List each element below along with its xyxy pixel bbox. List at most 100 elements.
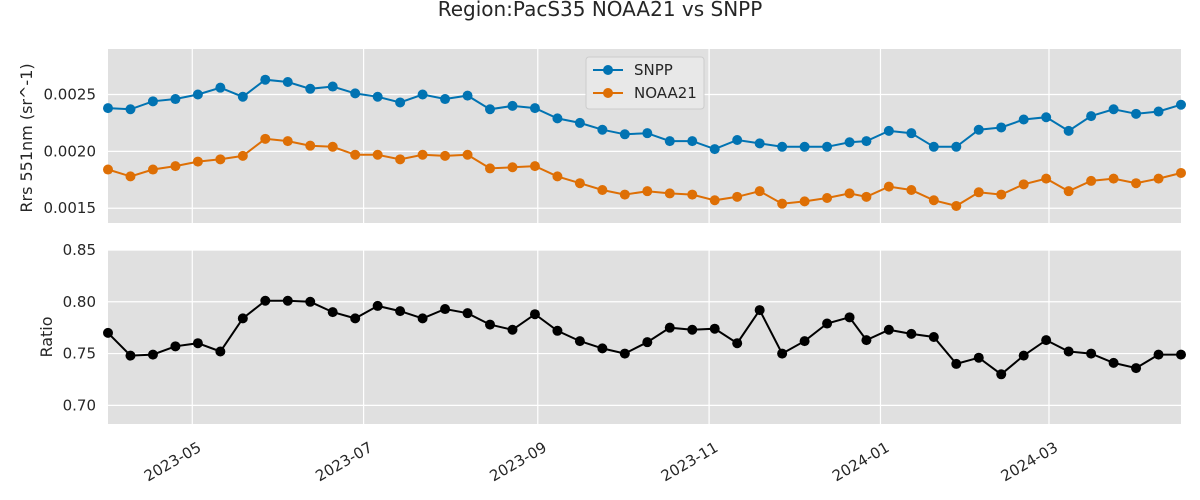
data-point — [552, 171, 563, 182]
data-point — [350, 88, 361, 99]
data-point — [395, 306, 406, 317]
data-point — [260, 295, 271, 306]
legend-noaa21-label: NOAA21 — [634, 84, 697, 102]
x-tick-label: 2023-09 — [486, 438, 549, 485]
data-point — [215, 154, 226, 165]
data-point — [861, 136, 872, 147]
x-tick-label: 2023-07 — [312, 438, 375, 485]
x-tick-label: 2024-01 — [829, 438, 892, 485]
data-point — [529, 103, 540, 114]
bottom-plot-area — [108, 250, 1181, 424]
data-point — [440, 304, 451, 315]
data-point — [799, 336, 810, 347]
data-point — [822, 318, 833, 329]
data-point — [327, 81, 338, 92]
y-tick-label: 0.0025 — [44, 85, 97, 103]
data-point — [1176, 99, 1186, 110]
data-point — [215, 82, 226, 93]
legend-noaa21-marker — [603, 88, 613, 98]
data-point — [996, 122, 1007, 133]
data-point — [1063, 346, 1074, 357]
data-point — [906, 185, 917, 196]
data-point — [1063, 125, 1074, 136]
data-point — [192, 156, 203, 167]
data-point — [732, 338, 743, 349]
data-point — [1018, 179, 1029, 190]
data-point — [260, 74, 271, 85]
legend-snpp-label: SNPP — [634, 61, 673, 79]
data-point — [664, 136, 675, 147]
data-point — [440, 94, 451, 105]
data-point — [372, 300, 383, 311]
data-point — [687, 189, 698, 200]
data-point — [1018, 350, 1029, 361]
data-point — [125, 350, 136, 361]
top-y-axis-label: Rrs 551nm (sr^-1) — [17, 63, 36, 212]
data-point — [103, 327, 113, 338]
data-point — [1176, 349, 1186, 360]
data-point — [1176, 167, 1186, 178]
data-point — [754, 138, 765, 149]
data-point — [861, 335, 872, 346]
data-point — [485, 104, 496, 115]
data-point — [928, 195, 939, 206]
data-point — [147, 96, 158, 107]
data-point — [574, 178, 585, 189]
data-point — [305, 83, 316, 94]
data-point — [642, 128, 653, 139]
data-point — [485, 163, 496, 174]
data-point — [777, 348, 788, 359]
data-point — [282, 295, 293, 306]
x-tick-label: 2024-03 — [998, 438, 1061, 485]
data-point — [350, 149, 361, 160]
data-point — [552, 113, 563, 124]
data-point — [1018, 114, 1029, 125]
data-point — [597, 124, 608, 135]
data-point — [597, 185, 608, 196]
data-point — [996, 369, 1007, 380]
data-point — [192, 89, 203, 100]
chart-title: Region:PacS35 NOAA21 vs SNPP — [438, 0, 763, 21]
data-point — [1131, 178, 1142, 189]
data-point — [485, 319, 496, 330]
data-point — [282, 76, 293, 87]
legend: SNPP NOAA21 — [585, 56, 705, 110]
y-tick-label: 0.75 — [63, 345, 96, 363]
data-point — [799, 141, 810, 152]
data-point — [1063, 186, 1074, 197]
data-point — [822, 141, 833, 152]
data-point — [1086, 348, 1097, 359]
data-point — [687, 136, 698, 147]
data-point — [883, 324, 894, 335]
data-point — [215, 346, 226, 357]
data-point — [844, 188, 855, 199]
data-point — [462, 308, 473, 319]
data-point — [529, 309, 540, 320]
data-point — [777, 198, 788, 209]
data-point — [237, 150, 248, 161]
bottom-y-axis-label: Ratio — [37, 316, 56, 357]
data-point — [372, 91, 383, 102]
data-point — [1153, 173, 1164, 184]
data-point — [1131, 108, 1142, 119]
data-point — [883, 125, 894, 136]
data-point — [1041, 173, 1052, 184]
data-point — [754, 305, 765, 316]
data-point — [125, 104, 136, 115]
y-tick-label: 0.85 — [63, 241, 96, 259]
x-tick-labels: 2023-05 2023-07 2023-09 2023-11 2024-01 2024-… — [141, 438, 1061, 485]
data-point — [462, 149, 473, 160]
data-point — [103, 103, 113, 114]
data-point — [462, 90, 473, 101]
data-point — [709, 195, 720, 206]
data-point — [1108, 173, 1119, 184]
data-point — [951, 200, 962, 211]
data-point — [709, 144, 720, 155]
data-point — [395, 154, 406, 165]
data-point — [732, 134, 743, 145]
data-point — [282, 136, 293, 147]
data-point — [996, 189, 1007, 200]
data-point — [192, 338, 203, 349]
data-point — [906, 128, 917, 139]
